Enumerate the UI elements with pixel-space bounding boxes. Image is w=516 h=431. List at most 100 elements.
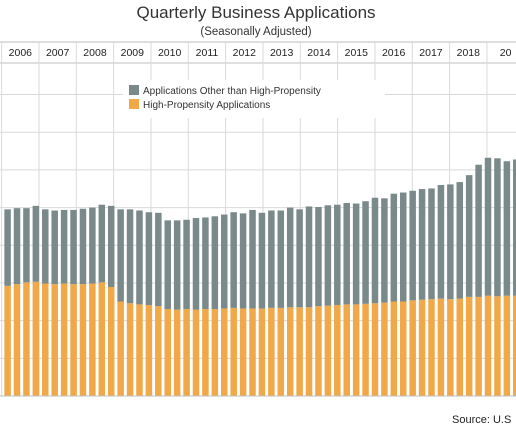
bar-high-propensity bbox=[42, 283, 49, 396]
bar-other bbox=[126, 209, 134, 304]
bar-other bbox=[192, 218, 200, 310]
bar-other bbox=[381, 198, 388, 303]
bar-high-propensity bbox=[513, 295, 516, 396]
bar-high-propensity bbox=[249, 308, 256, 396]
bar-high-propensity bbox=[13, 284, 21, 396]
bar-high-propensity bbox=[409, 300, 416, 396]
year-label: 2009 bbox=[121, 47, 145, 59]
bar-other bbox=[305, 206, 313, 308]
bar-other bbox=[13, 208, 21, 285]
bar-other bbox=[258, 212, 266, 309]
bar-high-propensity bbox=[136, 304, 143, 396]
bar-high-propensity bbox=[211, 309, 219, 396]
year-label: 2008 bbox=[83, 47, 107, 59]
bar-other bbox=[362, 201, 369, 304]
bar-other bbox=[239, 213, 247, 309]
year-labels: 0520062007200820092010201120122013201420… bbox=[9, 47, 512, 59]
bar-high-propensity bbox=[202, 309, 209, 396]
bar-high-propensity bbox=[352, 304, 360, 396]
year-label: 2014 bbox=[307, 47, 331, 59]
bar-high-propensity bbox=[192, 309, 200, 396]
bar-other bbox=[456, 182, 464, 299]
bar-other bbox=[42, 209, 49, 284]
bar-high-propensity bbox=[155, 306, 162, 396]
bar-other bbox=[513, 159, 516, 296]
bar-other bbox=[4, 209, 11, 286]
bar-other bbox=[23, 208, 30, 283]
bar-high-propensity bbox=[324, 305, 332, 396]
bar-high-propensity bbox=[268, 307, 275, 396]
bar-high-propensity bbox=[51, 284, 58, 396]
bar-other bbox=[286, 207, 294, 308]
bar-high-propensity bbox=[418, 299, 426, 396]
bar-other bbox=[164, 220, 171, 310]
bar-high-propensity bbox=[221, 308, 228, 396]
bar-other bbox=[503, 161, 511, 296]
bar-other bbox=[494, 158, 501, 297]
bar-high-propensity bbox=[183, 309, 190, 396]
bar-high-propensity bbox=[399, 301, 407, 396]
bar-other bbox=[221, 214, 228, 309]
bar-other bbox=[211, 216, 219, 310]
bar-other bbox=[136, 210, 143, 305]
bar-high-propensity bbox=[173, 309, 181, 396]
legend-label-other: Applications Other than High-Propensity bbox=[143, 86, 321, 97]
bar-high-propensity bbox=[107, 287, 115, 396]
chart-title: Quarterly Business Applications bbox=[136, 3, 375, 22]
bar-high-propensity bbox=[4, 285, 11, 396]
bar-other bbox=[249, 209, 256, 309]
legend-swatch-high-propensity bbox=[129, 99, 139, 109]
bar-high-propensity bbox=[390, 301, 398, 396]
bar-other bbox=[32, 205, 40, 282]
bar-other bbox=[296, 209, 303, 308]
bar-other bbox=[315, 207, 322, 307]
year-label: 2006 bbox=[9, 47, 33, 59]
bar-high-propensity bbox=[98, 282, 106, 396]
bar-other bbox=[89, 207, 96, 284]
bar-high-propensity bbox=[239, 308, 247, 396]
bar-high-propensity bbox=[79, 284, 87, 396]
bar-high-propensity bbox=[362, 303, 369, 396]
bars bbox=[4, 157, 516, 396]
bar-high-propensity bbox=[286, 307, 294, 396]
bar-other bbox=[145, 212, 153, 305]
legend-label-high-propensity: High-Propensity Applications bbox=[143, 100, 270, 111]
bar-other bbox=[277, 210, 285, 308]
bar-other bbox=[352, 203, 360, 305]
bar-high-propensity bbox=[456, 298, 464, 396]
chart-subtitle: (Seasonally Adjusted) bbox=[200, 26, 311, 38]
bar-high-propensity bbox=[437, 298, 445, 396]
legend: Applications Other than High-Propensity … bbox=[123, 80, 385, 118]
bar-high-propensity bbox=[230, 307, 237, 396]
bar-high-propensity bbox=[296, 307, 303, 396]
bar-other bbox=[230, 212, 237, 308]
bar-other bbox=[447, 184, 454, 300]
year-label: 2012 bbox=[233, 47, 257, 59]
year-label: 2011 bbox=[196, 47, 219, 59]
bar-high-propensity bbox=[70, 284, 77, 396]
bar-high-propensity bbox=[32, 281, 40, 396]
year-label: 20 bbox=[500, 47, 512, 59]
bar-high-propensity bbox=[465, 296, 473, 396]
bar-high-propensity bbox=[164, 309, 171, 396]
bar-high-propensity bbox=[23, 282, 30, 396]
bar-high-propensity bbox=[484, 295, 492, 396]
bar-other bbox=[117, 209, 124, 302]
bar-high-propensity bbox=[126, 303, 134, 396]
bar-other bbox=[465, 175, 473, 297]
bar-high-propensity bbox=[503, 295, 511, 396]
bar-other bbox=[173, 220, 181, 310]
bar-high-propensity bbox=[117, 301, 124, 396]
bar-other bbox=[343, 202, 350, 305]
bar-other bbox=[155, 212, 162, 307]
bar-high-propensity bbox=[475, 296, 482, 396]
year-label: 2007 bbox=[46, 47, 70, 59]
bar-other bbox=[428, 188, 435, 300]
bar-other bbox=[70, 209, 77, 285]
bar-high-propensity bbox=[145, 304, 153, 396]
year-label: 2018 bbox=[457, 47, 481, 59]
bar-high-propensity bbox=[60, 283, 68, 396]
legend-swatch-other bbox=[129, 85, 139, 95]
bar-high-propensity bbox=[277, 307, 285, 396]
